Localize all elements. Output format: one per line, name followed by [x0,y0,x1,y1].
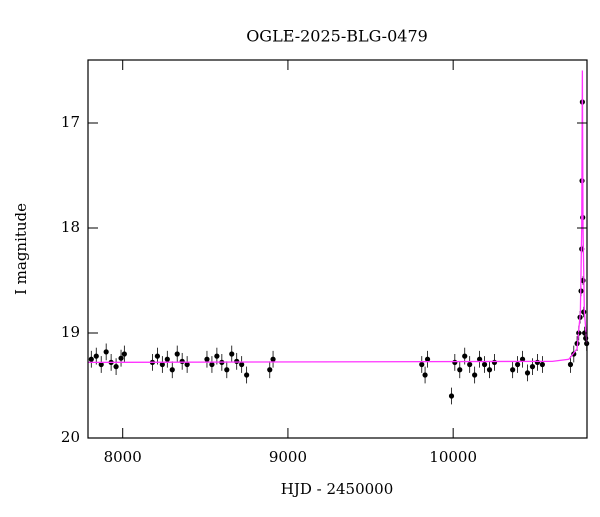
data-point [121,351,127,357]
data-point [486,367,493,373]
y-tick-label: 18 [61,218,80,236]
data-point [214,353,220,359]
data-point [209,361,215,368]
plot-area [87,70,590,405]
data-point [515,361,521,368]
data-point [103,349,109,355]
data-point [244,372,250,378]
data-point [419,361,425,368]
data-point [113,364,119,370]
data-point [229,351,235,357]
data-point [510,367,516,373]
y-tick-label: 19 [61,323,80,341]
data-point [184,361,190,368]
data-point [448,393,455,399]
data-point [452,359,458,365]
data-point [529,364,536,370]
x-tick-label: 10000 [429,448,477,466]
data-point [118,355,124,361]
data-point [270,356,276,362]
data-point [159,361,165,368]
data-point [239,361,245,368]
data-point [204,356,210,362]
data-point [524,370,531,376]
data-point [224,367,230,373]
data-point [179,358,185,364]
plot-frame [87,59,588,439]
data-point [93,353,99,359]
data-point [169,367,175,373]
data-point [424,356,431,362]
data-point [567,361,574,368]
data-point [267,367,273,373]
data-point [472,372,478,378]
data-point [174,351,180,357]
data-point [539,361,545,368]
chart-title: OGLE-2025-BLG-0479 [246,27,428,46]
x-axis-label: HJD - 2450000 [281,480,394,498]
data-point [519,356,526,362]
data-point [422,372,428,378]
data-point [476,356,483,362]
data-point [491,359,498,365]
data-point [98,361,104,368]
y-axis-label: I magnitude [12,203,30,295]
model-curve [87,70,588,364]
data-point [164,356,170,362]
data-point [467,361,473,368]
data-point [534,359,541,365]
data-point [462,353,468,359]
data-point [88,356,94,362]
data-point [234,358,240,364]
x-tick-label: 9000 [269,448,307,466]
data-point [154,353,160,359]
data-point [481,361,488,368]
data-point [457,367,463,373]
y-tick-label: 20 [61,428,80,446]
x-tick-label: 8000 [104,448,142,466]
y-tick-label: 17 [61,113,80,131]
